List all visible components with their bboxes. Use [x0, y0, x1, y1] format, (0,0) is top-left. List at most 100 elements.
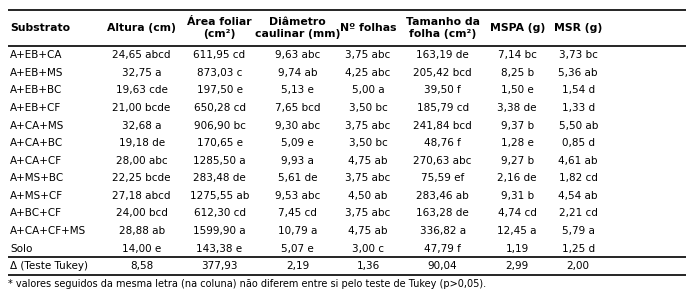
Text: 48,76 f: 48,76 f — [424, 138, 461, 148]
Text: 90,04: 90,04 — [428, 261, 457, 271]
Text: 3,50 bc: 3,50 bc — [349, 138, 388, 148]
Text: 9,74 ab: 9,74 ab — [277, 68, 317, 78]
Text: Solo: Solo — [10, 244, 33, 254]
Text: 4,61 ab: 4,61 ab — [558, 156, 598, 166]
Text: 2,21 cd: 2,21 cd — [558, 208, 598, 219]
Text: A+BC+CF: A+BC+CF — [10, 208, 62, 219]
Text: 22,25 bcde: 22,25 bcde — [112, 173, 171, 183]
Text: 163,28 de: 163,28 de — [416, 208, 469, 219]
Text: 170,65 e: 170,65 e — [197, 138, 242, 148]
Text: 28,00 abc: 28,00 abc — [116, 156, 167, 166]
Text: 3,75 abc: 3,75 abc — [345, 208, 391, 219]
Text: 283,46 ab: 283,46 ab — [416, 191, 469, 201]
Text: 19,18 de: 19,18 de — [118, 138, 165, 148]
Text: 1,19: 1,19 — [506, 244, 529, 254]
Text: 0,85 d: 0,85 d — [562, 138, 594, 148]
Text: 9,63 abc: 9,63 abc — [275, 50, 320, 60]
Text: 75,59 ef: 75,59 ef — [421, 173, 464, 183]
Text: 1,28 e: 1,28 e — [501, 138, 534, 148]
Text: A+CA+CF: A+CA+CF — [10, 156, 62, 166]
Text: 10,79 a: 10,79 a — [277, 226, 317, 236]
Text: 336,82 a: 336,82 a — [419, 226, 466, 236]
Text: MSR (g): MSR (g) — [554, 23, 602, 33]
Text: 873,03 c: 873,03 c — [197, 68, 242, 78]
Text: 3,50 bc: 3,50 bc — [349, 103, 388, 113]
Text: 205,42 bcd: 205,42 bcd — [413, 68, 472, 78]
Text: A+EB+BC: A+EB+BC — [10, 86, 62, 95]
Text: 1285,50 a: 1285,50 a — [193, 156, 246, 166]
Text: 21,00 bcde: 21,00 bcde — [112, 103, 171, 113]
Text: 2,00: 2,00 — [567, 261, 590, 271]
Text: 24,00 bcd: 24,00 bcd — [116, 208, 167, 219]
Text: 27,18 abcd: 27,18 abcd — [112, 191, 171, 201]
Text: 9,53 abc: 9,53 abc — [275, 191, 320, 201]
Text: 5,36 ab: 5,36 ab — [558, 68, 598, 78]
Text: 39,50 f: 39,50 f — [424, 86, 461, 95]
Text: * valores seguidos da mesma letra (na coluna) não diferem entre si pelo teste de: * valores seguidos da mesma letra (na co… — [8, 279, 486, 289]
Text: 3,38 de: 3,38 de — [498, 103, 537, 113]
Text: Área foliar
(cm²): Área foliar (cm²) — [188, 17, 252, 39]
Text: 283,48 de: 283,48 de — [193, 173, 246, 183]
Text: 270,63 abc: 270,63 abc — [413, 156, 472, 166]
Text: 7,14 bc: 7,14 bc — [498, 50, 536, 60]
Text: 4,25 abc: 4,25 abc — [345, 68, 391, 78]
Text: 3,75 abc: 3,75 abc — [345, 50, 391, 60]
Text: 2,19: 2,19 — [286, 261, 309, 271]
Text: Diâmetro
caulinar (mm): Diâmetro caulinar (mm) — [255, 17, 340, 39]
Text: MSPA (g): MSPA (g) — [489, 23, 545, 33]
Text: 5,79 a: 5,79 a — [562, 226, 594, 236]
Text: 612,30 cd: 612,30 cd — [194, 208, 246, 219]
Text: 1,50 e: 1,50 e — [501, 86, 534, 95]
Text: 4,75 ab: 4,75 ab — [348, 156, 388, 166]
Text: 143,38 e: 143,38 e — [197, 244, 243, 254]
Text: 3,75 abc: 3,75 abc — [345, 120, 391, 131]
Text: 9,93 a: 9,93 a — [281, 156, 314, 166]
Text: 4,75 ab: 4,75 ab — [348, 226, 388, 236]
Text: 906,90 bc: 906,90 bc — [194, 120, 246, 131]
Text: 9,37 b: 9,37 b — [500, 120, 534, 131]
Text: 4,54 ab: 4,54 ab — [558, 191, 598, 201]
Text: A+CA+BC: A+CA+BC — [10, 138, 63, 148]
Text: 28,88 ab: 28,88 ab — [118, 226, 165, 236]
Text: 3,00 c: 3,00 c — [352, 244, 384, 254]
Text: Altura (cm): Altura (cm) — [107, 23, 176, 33]
Text: 7,65 bcd: 7,65 bcd — [275, 103, 320, 113]
Text: 5,07 e: 5,07 e — [281, 244, 314, 254]
Text: A+CA+MS: A+CA+MS — [10, 120, 64, 131]
Text: 9,30 abc: 9,30 abc — [275, 120, 320, 131]
Text: 163,19 de: 163,19 de — [416, 50, 469, 60]
Text: A+EB+CA: A+EB+CA — [10, 50, 62, 60]
Text: 185,79 cd: 185,79 cd — [417, 103, 468, 113]
Text: Nº folhas: Nº folhas — [340, 23, 397, 33]
Text: 2,99: 2,99 — [506, 261, 529, 271]
Text: 5,13 e: 5,13 e — [281, 86, 314, 95]
Text: 24,65 abcd: 24,65 abcd — [112, 50, 171, 60]
Text: 8,25 b: 8,25 b — [500, 68, 534, 78]
Text: 1,82 cd: 1,82 cd — [558, 173, 598, 183]
Text: A+MS+BC: A+MS+BC — [10, 173, 64, 183]
Text: 1,54 d: 1,54 d — [562, 86, 594, 95]
Text: 1,36: 1,36 — [356, 261, 380, 271]
Text: 4,50 ab: 4,50 ab — [348, 191, 388, 201]
Text: A+EB+MS: A+EB+MS — [10, 68, 64, 78]
Text: A+MS+CF: A+MS+CF — [10, 191, 63, 201]
Text: 9,31 b: 9,31 b — [500, 191, 534, 201]
Text: 611,95 cd: 611,95 cd — [194, 50, 246, 60]
Text: A+CA+CF+MS: A+CA+CF+MS — [10, 226, 86, 236]
Text: 4,74 cd: 4,74 cd — [498, 208, 536, 219]
Text: 2,16 de: 2,16 de — [498, 173, 537, 183]
Text: 3,73 bc: 3,73 bc — [558, 50, 598, 60]
Text: 650,28 cd: 650,28 cd — [194, 103, 246, 113]
Text: 5,50 ab: 5,50 ab — [558, 120, 598, 131]
Text: 5,00 a: 5,00 a — [352, 86, 384, 95]
Text: 9,27 b: 9,27 b — [500, 156, 534, 166]
Text: 47,79 f: 47,79 f — [424, 244, 461, 254]
Text: Δ (Teste Tukey): Δ (Teste Tukey) — [10, 261, 88, 271]
Text: A+EB+CF: A+EB+CF — [10, 103, 62, 113]
Text: 7,45 cd: 7,45 cd — [278, 208, 317, 219]
Text: Substrato: Substrato — [10, 23, 70, 33]
Text: 5,61 de: 5,61 de — [277, 173, 317, 183]
Text: 377,93: 377,93 — [201, 261, 238, 271]
Text: Tamanho da
folha (cm²): Tamanho da folha (cm²) — [406, 17, 480, 39]
Text: 241,84 bcd: 241,84 bcd — [413, 120, 472, 131]
